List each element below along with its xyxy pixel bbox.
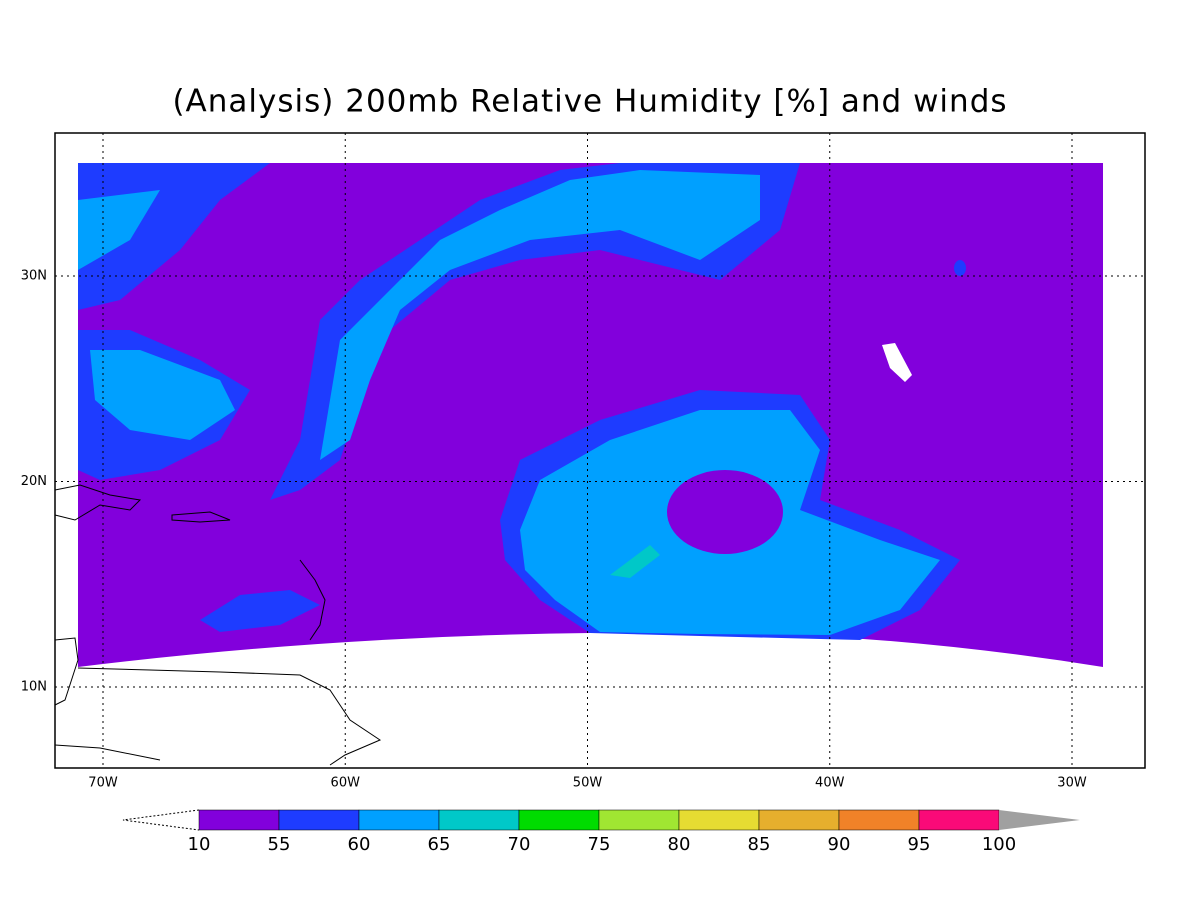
colorbar-swatch bbox=[918, 809, 1000, 831]
coastline bbox=[54, 484, 382, 766]
colorbar-label: 60 bbox=[348, 834, 371, 855]
lon-label: 40W bbox=[815, 776, 845, 791]
lat-label: 10N bbox=[21, 680, 47, 695]
colorbar: 10 55 60 65 70 75 80 85 90 95 100 bbox=[122, 809, 1080, 855]
humidity-region bbox=[200, 590, 320, 632]
colorbar-label: 10 bbox=[188, 834, 211, 855]
colorbar-label: 65 bbox=[428, 834, 451, 855]
humidity-region bbox=[954, 260, 966, 276]
humidity-region bbox=[610, 545, 660, 578]
colorbar-label: 95 bbox=[908, 834, 931, 855]
lon-label: 60W bbox=[331, 776, 361, 791]
humidity-region bbox=[320, 170, 760, 460]
colorbar-label: 55 bbox=[268, 834, 291, 855]
colorbar-swatch bbox=[598, 809, 680, 831]
humidity-region bbox=[90, 350, 235, 440]
axis-labels: 70W 60W 50W 40W 30W 30N 20N 10N bbox=[21, 269, 1087, 791]
graticule bbox=[55, 133, 1145, 768]
colorbar-swatch bbox=[678, 809, 760, 831]
colorbar-swatch bbox=[358, 809, 440, 831]
colorbar-swatch bbox=[838, 809, 920, 831]
map-frame bbox=[54, 132, 1146, 769]
lon-label: 70W bbox=[88, 776, 118, 791]
humidity-region bbox=[78, 190, 160, 270]
colorbar-swatch bbox=[438, 809, 520, 831]
colorbar-over bbox=[999, 810, 1080, 830]
lat-label: 20N bbox=[21, 474, 47, 489]
map-title: (Analysis) 200mb Relative Humidity [%] a… bbox=[172, 84, 1007, 120]
colorbar-label: 90 bbox=[828, 834, 851, 855]
lat-label: 30N bbox=[21, 269, 47, 284]
colorbar-label: 70 bbox=[508, 834, 531, 855]
lon-label: 50W bbox=[573, 776, 603, 791]
colorbar-label: 80 bbox=[668, 834, 691, 855]
humidity-region bbox=[667, 470, 783, 554]
colorbar-swatch bbox=[758, 809, 840, 831]
colorbar-label: 85 bbox=[748, 834, 771, 855]
colorbar-under bbox=[122, 809, 200, 831]
missing-data bbox=[882, 343, 912, 382]
colorbar-swatch bbox=[518, 809, 600, 831]
colorbar-label: 100 bbox=[982, 834, 1016, 855]
colorbar-swatch bbox=[278, 809, 360, 831]
map-field bbox=[54, 163, 1103, 766]
colorbar-swatch bbox=[198, 809, 280, 831]
lon-label: 30W bbox=[1057, 776, 1087, 791]
colorbar-label: 75 bbox=[588, 834, 611, 855]
